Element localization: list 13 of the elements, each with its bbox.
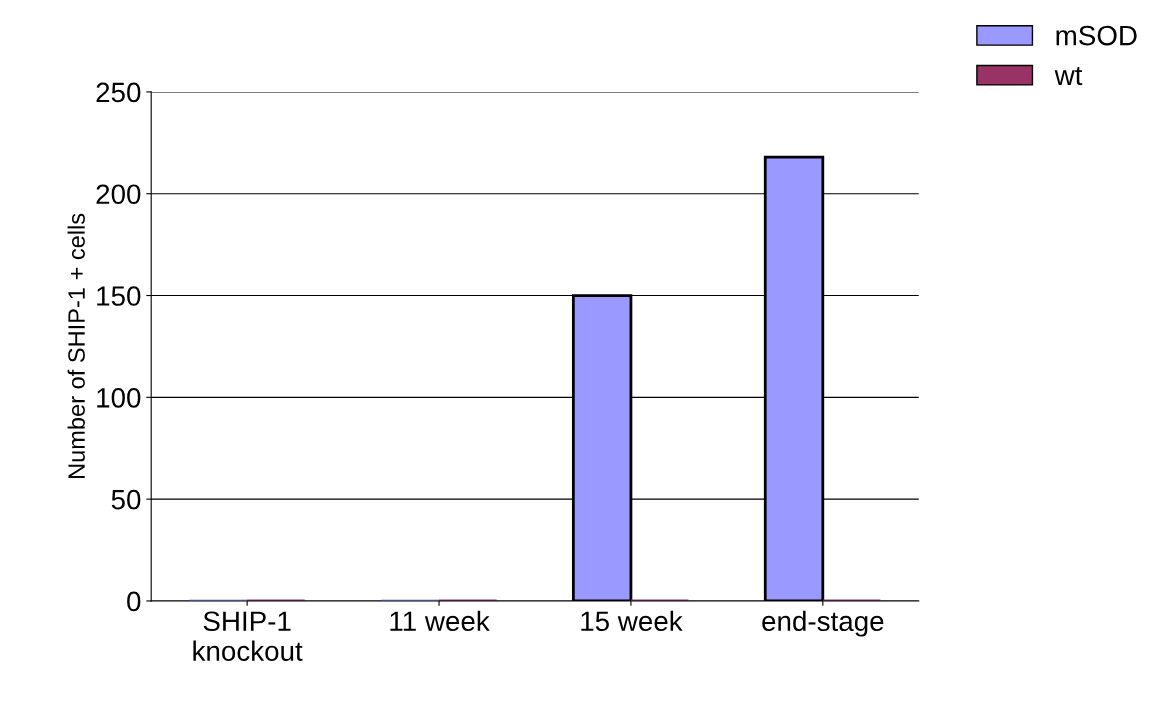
y-tick-label: 250: [96, 82, 141, 103]
x-tick-label: 11 week: [390, 610, 490, 632]
y-tick-label: 150: [97, 286, 141, 306]
legend-label: mSOD: [1056, 25, 1137, 46]
x-tick-label: end-stage: [762, 610, 884, 637]
x-tick-label: 15 week: [581, 610, 683, 632]
y-tick-label: 0: [127, 591, 141, 612]
x-tick-label: SHIP-1 knockout: [193, 611, 303, 661]
y-axis-title: Number of SHIP-1 + cells: [67, 213, 85, 478]
y-tick-label: 100: [97, 388, 141, 408]
y-tick-label: 50: [111, 489, 141, 510]
legend-label: wt: [1054, 66, 1083, 86]
y-tick-label: 200: [96, 184, 141, 205]
